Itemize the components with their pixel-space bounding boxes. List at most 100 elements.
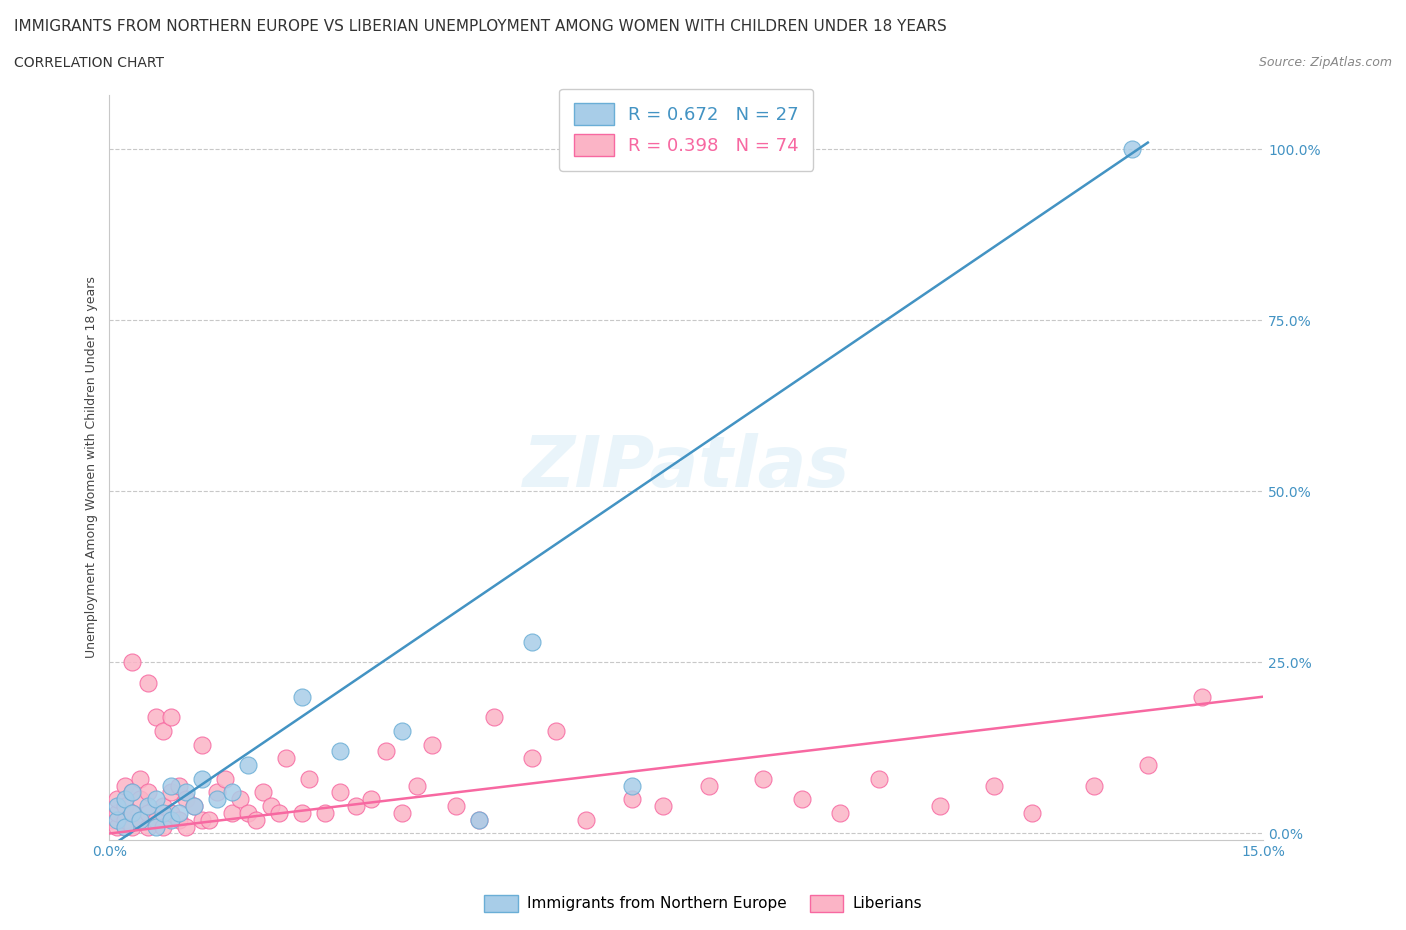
Point	[136, 785, 159, 800]
Point	[406, 778, 429, 793]
Point	[136, 675, 159, 690]
Point	[145, 791, 167, 806]
Point	[190, 737, 212, 752]
Point	[467, 813, 489, 828]
Point	[129, 771, 152, 786]
Point	[205, 791, 228, 806]
Point	[160, 778, 183, 793]
Point	[129, 813, 152, 828]
Point	[121, 785, 143, 800]
Point	[830, 805, 852, 820]
Point	[114, 778, 136, 793]
Point	[114, 813, 136, 828]
Point	[236, 805, 259, 820]
Point	[136, 819, 159, 834]
Point	[752, 771, 775, 786]
Point	[167, 813, 190, 828]
Point	[260, 799, 283, 814]
Point	[176, 785, 198, 800]
Point	[360, 791, 382, 806]
Point	[329, 785, 352, 800]
Point	[1136, 758, 1159, 773]
Point	[344, 799, 367, 814]
Point	[375, 744, 398, 759]
Point	[136, 805, 159, 820]
Point	[1121, 142, 1143, 157]
Point	[114, 799, 136, 814]
Point	[152, 819, 174, 834]
Point	[114, 819, 136, 834]
Point	[183, 799, 205, 814]
Point	[1191, 689, 1213, 704]
Point	[105, 799, 128, 814]
Point	[145, 813, 167, 828]
Text: CORRELATION CHART: CORRELATION CHART	[14, 56, 165, 70]
Point	[391, 805, 413, 820]
Point	[190, 771, 212, 786]
Point	[145, 819, 167, 834]
Point	[160, 813, 183, 828]
Point	[121, 805, 143, 820]
Point	[114, 819, 136, 834]
Point	[229, 791, 252, 806]
Point	[983, 778, 1005, 793]
Point	[699, 778, 721, 793]
Point	[482, 710, 505, 724]
Point	[205, 785, 228, 800]
Point	[129, 791, 152, 806]
Point	[152, 799, 174, 814]
Point	[929, 799, 952, 814]
Point	[522, 751, 544, 765]
Point	[522, 634, 544, 649]
Point	[252, 785, 274, 800]
Point	[422, 737, 444, 752]
Point	[267, 805, 290, 820]
Point	[160, 805, 183, 820]
Point	[291, 689, 314, 704]
Point	[544, 724, 567, 738]
Point	[129, 813, 152, 828]
Point	[167, 778, 190, 793]
Point	[1083, 778, 1105, 793]
Point	[121, 655, 143, 670]
Point	[105, 813, 128, 828]
Point	[121, 785, 143, 800]
Legend: Immigrants from Northern Europe, Liberians: Immigrants from Northern Europe, Liberia…	[478, 889, 928, 918]
Point	[221, 805, 243, 820]
Point	[198, 813, 221, 828]
Point	[114, 791, 136, 806]
Point	[121, 805, 143, 820]
Point	[160, 710, 183, 724]
Point	[160, 785, 183, 800]
Point	[105, 819, 128, 834]
Point	[183, 799, 205, 814]
Point	[103, 813, 125, 828]
Point	[167, 805, 190, 820]
Text: IMMIGRANTS FROM NORTHERN EUROPE VS LIBERIAN UNEMPLOYMENT AMONG WOMEN WITH CHILDR: IMMIGRANTS FROM NORTHERN EUROPE VS LIBER…	[14, 19, 946, 33]
Point	[575, 813, 598, 828]
Legend: R = 0.672   N = 27, R = 0.398   N = 74: R = 0.672 N = 27, R = 0.398 N = 74	[560, 88, 813, 171]
Point	[245, 813, 267, 828]
Point	[621, 791, 644, 806]
Point	[152, 805, 174, 820]
Point	[121, 819, 143, 834]
Point	[868, 771, 890, 786]
Point	[276, 751, 298, 765]
Point	[298, 771, 321, 786]
Point	[621, 778, 644, 793]
Point	[176, 819, 198, 834]
Point	[467, 813, 489, 828]
Point	[136, 799, 159, 814]
Text: Source: ZipAtlas.com: Source: ZipAtlas.com	[1258, 56, 1392, 69]
Y-axis label: Unemployment Among Women with Children Under 18 years: Unemployment Among Women with Children U…	[86, 276, 98, 658]
Point	[291, 805, 314, 820]
Point	[221, 785, 243, 800]
Point	[236, 758, 259, 773]
Point	[444, 799, 467, 814]
Point	[105, 805, 128, 820]
Point	[652, 799, 675, 814]
Point	[329, 744, 352, 759]
Point	[176, 791, 198, 806]
Point	[214, 771, 236, 786]
Text: ZIPatlas: ZIPatlas	[523, 433, 851, 502]
